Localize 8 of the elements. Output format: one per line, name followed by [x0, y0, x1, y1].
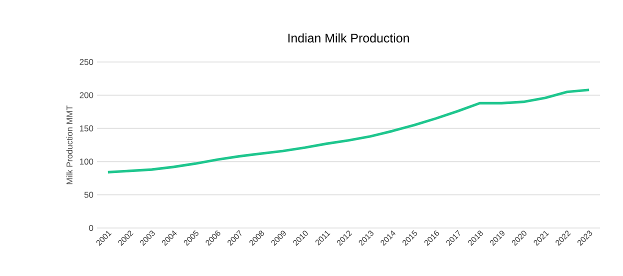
y-axis-title: Milk Production MMT — [66, 105, 73, 184]
y-tick-label: 50 — [84, 192, 94, 198]
y-tick-label: 250 — [80, 59, 94, 65]
y-tick-label: 0 — [89, 225, 94, 231]
y-tick-label: 200 — [80, 92, 94, 98]
chart-title: Indian Milk Production — [288, 33, 409, 43]
y-tick-label: 100 — [80, 158, 94, 165]
y-tick-label: 150 — [80, 125, 94, 132]
